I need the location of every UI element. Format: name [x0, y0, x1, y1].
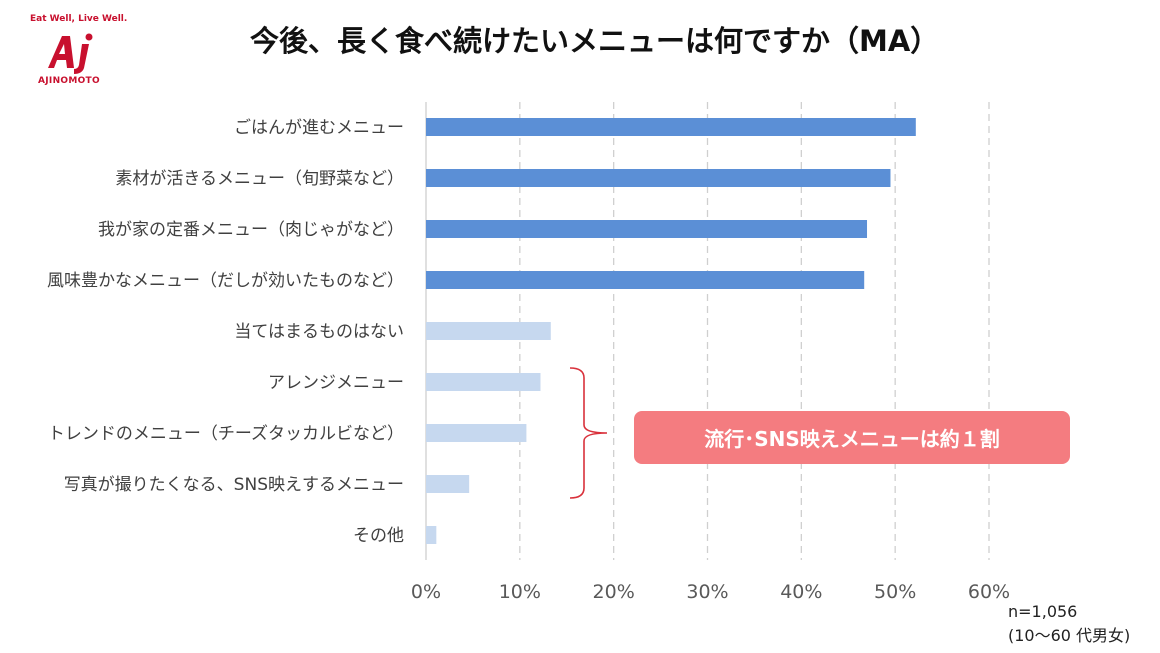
bar	[426, 271, 865, 289]
category-label: ごはんが進むメニュー	[234, 118, 404, 138]
tick-label: 10%	[499, 581, 541, 603]
logo-wordmark: AJINOMOTO	[38, 76, 100, 86]
sample-note: n=1,056 (10～60 代男女)	[1008, 600, 1130, 648]
category-label: 風味豊かなメニュー（だしが効いたものなど）	[47, 271, 404, 291]
callout-text: 流行･SNS映えメニューは約１割	[704, 427, 1000, 451]
tick-label: 0%	[411, 581, 441, 603]
callout-box: 流行･SNS映えメニューは約１割	[634, 411, 1070, 464]
category-label: 写真が撮りたくなる、SNS映えするメニュー	[64, 475, 404, 495]
sample-description: (10～60 代男女)	[1008, 626, 1131, 645]
bar	[426, 373, 541, 391]
bar	[426, 424, 527, 442]
sample-size: n=1,056	[1008, 602, 1078, 621]
chart-tick-labels: 0% 10% 20% 30% 40% 50% 60%	[411, 581, 1010, 603]
category-label: 素材が活きるメニュー（旬野菜など）	[115, 169, 404, 189]
bar	[426, 322, 551, 340]
category-label: その他	[353, 526, 404, 546]
category-label: アレンジメニュー	[268, 373, 404, 393]
logo-tagline: Eat Well, Live Well.	[30, 14, 128, 24]
bar	[426, 475, 470, 493]
tick-label: 40%	[780, 581, 822, 603]
chart-bars	[426, 118, 916, 544]
category-label: 我が家の定番メニュー（肉じゃがなど）	[98, 220, 404, 240]
bar	[426, 169, 891, 187]
bar	[426, 526, 437, 544]
aj-logo-mark-icon	[48, 33, 93, 74]
tick-label: 60%	[968, 581, 1010, 603]
tick-label: 30%	[686, 581, 728, 603]
tick-label: 50%	[874, 581, 916, 603]
category-label: 当てはまるものはない	[234, 322, 404, 342]
chart-title: 今後、長く食べ続けたいメニューは何ですか（MA）	[250, 24, 940, 58]
bracket-brace	[569, 367, 608, 499]
ajinomoto-logo: Eat Well, Live Well. AJINOMOTO	[26, 12, 128, 86]
category-label: トレンドのメニュー（チーズタッカルビなど）	[48, 424, 404, 444]
tick-label: 20%	[593, 581, 635, 603]
bar	[426, 118, 916, 136]
bar	[426, 220, 868, 238]
